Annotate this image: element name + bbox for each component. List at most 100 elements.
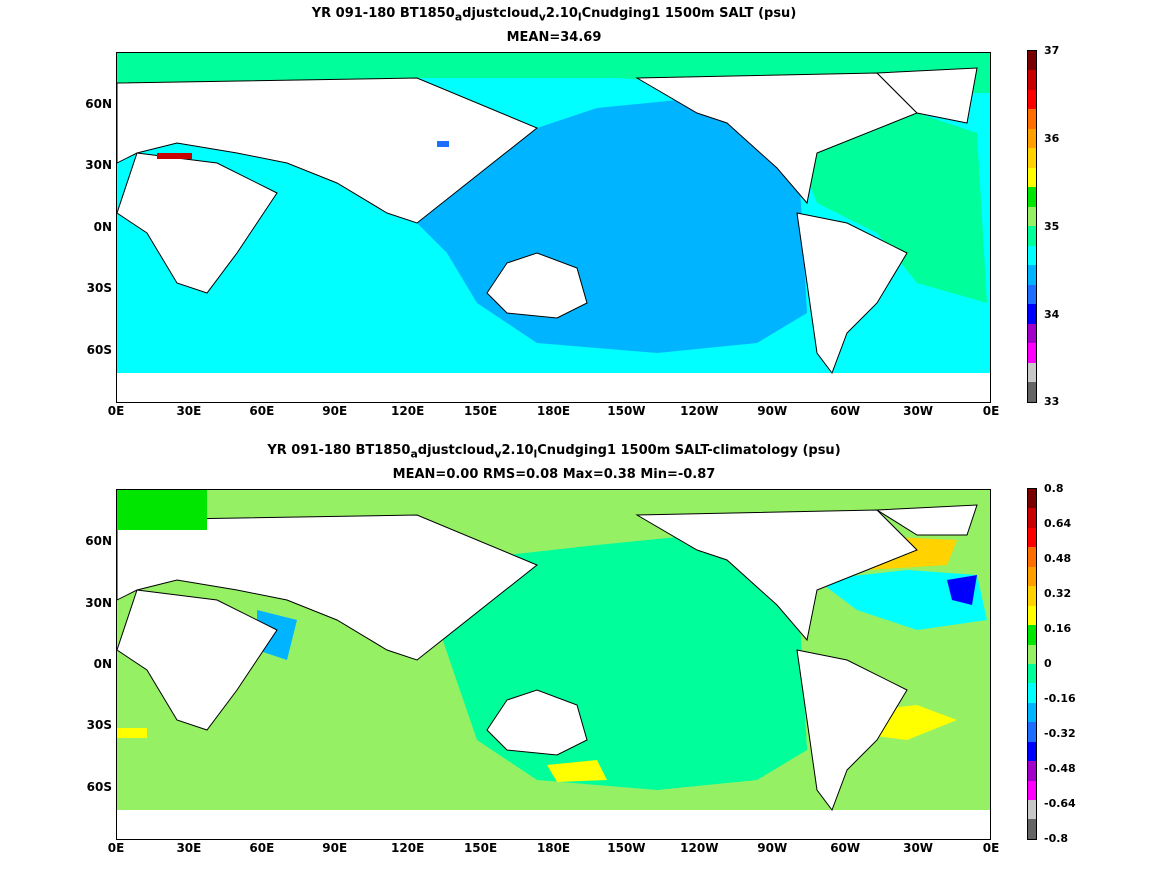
panel2-xtick-9: 90W [757, 841, 788, 855]
panel1-map-svg [117, 53, 990, 402]
panel2-africa [117, 589, 278, 731]
panel2-cb-neg0.16: -0.16 [1044, 692, 1076, 705]
panel1-xtick-6: 180E [536, 404, 571, 418]
panel2-xtick-1: 30E [176, 841, 202, 855]
panel2-xtick-12: 0E [982, 841, 1000, 855]
panel2-xtick-7: 150W [607, 841, 646, 855]
panel2-map-svg [117, 490, 990, 839]
panel1-xtick-3: 90E [322, 404, 348, 418]
panel1-xtick-10: 60W [830, 404, 861, 418]
panel2-xtick-10: 60W [830, 841, 861, 855]
panel2-north-america [635, 509, 918, 642]
panel2-ytick-60s: 60S [86, 780, 112, 794]
panel2-title: YR 091-180 BT1850adjustcloudv2.10lCnudgi… [267, 443, 841, 461]
panel1-cb-swatch-0 [1028, 51, 1036, 71]
panel2-cb-swatch-15 [1028, 780, 1036, 800]
panel2-cb-swatch-16 [1028, 800, 1036, 820]
panel2-cb-swatch-0 [1028, 489, 1036, 509]
panel1-cb-swatch-14 [1028, 323, 1036, 344]
panel1-xtick-8: 120W [680, 404, 719, 418]
panel1-xtick-11: 30W [903, 404, 934, 418]
panel2-cb-swatch-12 [1028, 722, 1036, 742]
panel2-cb-neg0.64: -0.64 [1044, 797, 1076, 810]
panel1-mediterranean-high [157, 153, 192, 159]
panel2-cb-neg0.48: -0.48 [1044, 762, 1076, 775]
panel2-cb-swatch-4 [1028, 566, 1036, 587]
panel1-cb-swatch-7 [1028, 187, 1036, 207]
panel1-xtick-12: 0E [982, 404, 1000, 418]
panel2-cb-swatch-5 [1028, 586, 1036, 606]
panel1-map [116, 52, 991, 403]
panel2-colorbar [1027, 488, 1037, 840]
panel2-xtick-8: 120W [680, 841, 719, 855]
panel2-cb-swatch-2 [1028, 527, 1036, 548]
panel1-eurasia [117, 77, 538, 224]
panel2-xtick-0: 0E [107, 841, 125, 855]
panel2-greenland [875, 504, 978, 536]
panel1-cb-swatch-16 [1028, 362, 1036, 383]
panel2-xtick-6: 180E [536, 841, 571, 855]
panel1-cb-swatch-11 [1028, 265, 1036, 285]
panel1-cb-swatch-6 [1028, 167, 1036, 188]
panel1-ytick-30s: 30S [86, 281, 112, 295]
panel1-colorbar [1027, 50, 1037, 403]
panel2-map [116, 489, 991, 840]
panel2-cb-swatch-1 [1028, 508, 1036, 528]
panel1-xtick-5: 150E [463, 404, 498, 418]
panel2-australia [486, 689, 588, 756]
panel1-south-america [796, 212, 908, 375]
panel1-ocean-atlantic [797, 113, 987, 303]
panel2-cb-0.16: 0.16 [1044, 622, 1072, 635]
panel1-xtick-0: 0E [107, 404, 125, 418]
panel1-xtick-2: 60E [249, 404, 275, 418]
panel1-australia [486, 252, 588, 319]
panel2-cb-swatch-6 [1028, 605, 1036, 626]
panel1-cb-swatch-3 [1028, 109, 1036, 129]
panel1-cb-36: 36 [1044, 132, 1060, 145]
panel2-cb-swatch-9 [1028, 663, 1036, 684]
panel1-cb-35: 35 [1044, 220, 1060, 233]
panel1-cb-swatch-5 [1028, 148, 1036, 168]
panel2-cb-swatch-7 [1028, 625, 1036, 645]
panel2-cb-0.32: 0.32 [1044, 587, 1072, 600]
panel2-cb-swatch-13 [1028, 741, 1036, 762]
panel1-antarctica [117, 373, 990, 402]
panel2-ytick-30n: 30N [85, 596, 112, 610]
panel2-cb-0.48: 0.48 [1044, 552, 1072, 565]
panel2-cb-swatch-17 [1028, 819, 1036, 839]
panel1-cb-swatch-12 [1028, 284, 1036, 305]
panel1-ytick-0n: 0N [93, 220, 112, 234]
panel1-xtick-4: 120E [391, 404, 425, 418]
panel1-ytick-30n: 30N [85, 158, 112, 172]
panel1-ytick-60s: 60S [86, 343, 112, 357]
panel2-cb-0: 0 [1044, 657, 1052, 670]
panel1-cb-swatch-1 [1028, 70, 1036, 90]
panel1-ytick-60n: 60N [85, 97, 112, 111]
panel2-cb-swatch-14 [1028, 761, 1036, 781]
panel1-cb-swatch-8 [1028, 206, 1036, 227]
panel2-cb-swatch-3 [1028, 547, 1036, 567]
panel2-xtick-11: 30W [903, 841, 934, 855]
panel1-subtitle: MEAN=34.69 [506, 30, 602, 45]
panel1-cb-swatch-13 [1028, 304, 1036, 324]
panel1-cb-swatch-10 [1028, 245, 1036, 266]
panel1-africa [117, 152, 278, 294]
panel2-arctic-high [117, 490, 207, 530]
panel1-cb-swatch-17 [1028, 382, 1036, 402]
panel2-xtick-2: 60E [249, 841, 275, 855]
panel2-ytick-30s: 30S [86, 718, 112, 732]
panel1-xtick-9: 90W [757, 404, 788, 418]
panel1-greenland [875, 67, 978, 124]
panel2-antarctica [117, 810, 990, 839]
panel2-natlantic-low [817, 570, 987, 630]
panel2-eurasia [117, 514, 538, 661]
panel2-cb-swatch-8 [1028, 644, 1036, 664]
panel2-south-america [796, 649, 908, 812]
panel2-arabian-low [257, 610, 297, 660]
panel1-cb-swatch-9 [1028, 226, 1036, 246]
panel1-cb-swatch-2 [1028, 89, 1036, 110]
panel2-spacific-high [547, 760, 607, 782]
panel2-xtick-3: 90E [322, 841, 348, 855]
panel2-gibraltar-low [947, 575, 977, 605]
panel1-xtick-7: 150W [607, 404, 646, 418]
